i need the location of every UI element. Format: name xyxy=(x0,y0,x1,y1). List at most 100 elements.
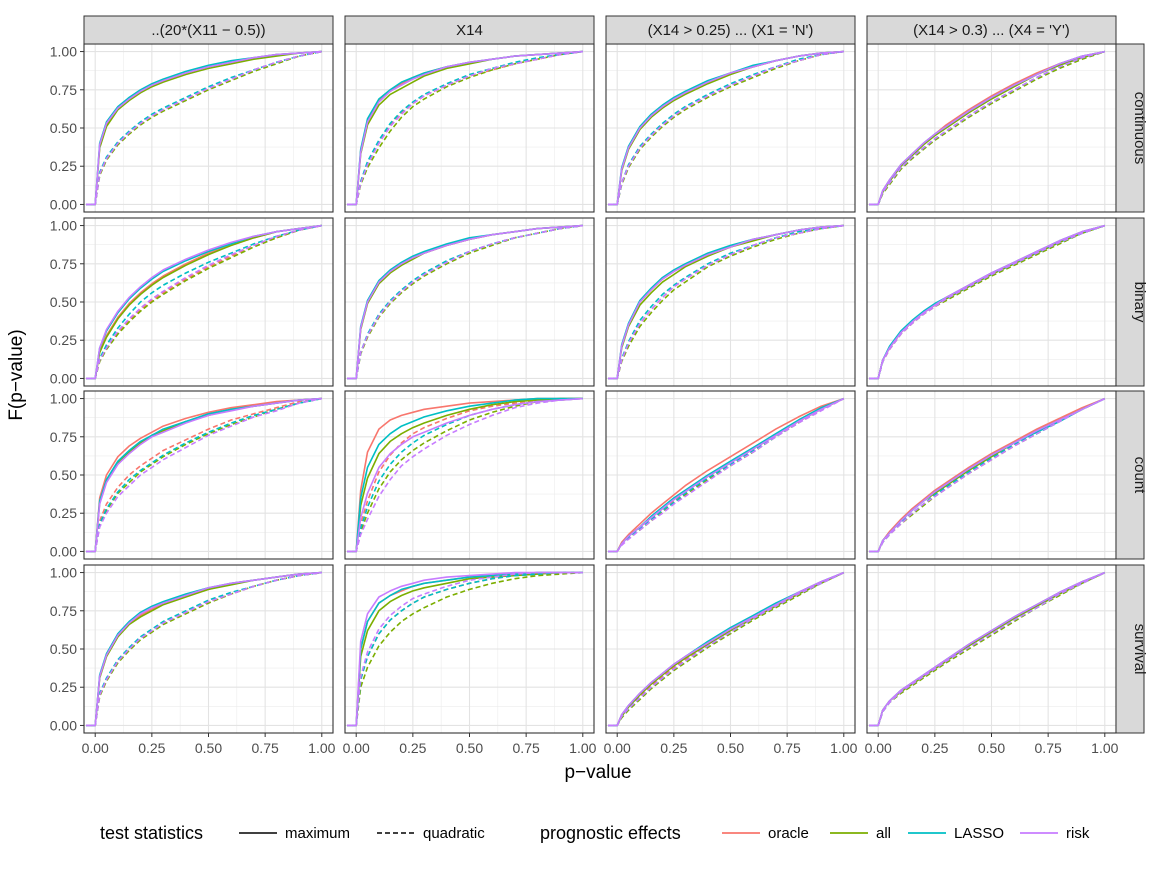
legend: test statistics maximum quadratic prognosti… xyxy=(100,823,1090,843)
series-line-risk-maximum xyxy=(347,50,583,206)
x-tick-label: 0.75 xyxy=(774,740,801,756)
panel-series xyxy=(608,571,845,727)
facet-strip-label-col-0: ..(20*(X11 − 0.5)) xyxy=(151,22,265,39)
series-line-risk-maximum xyxy=(608,224,844,380)
series-line-lasso-quadratic xyxy=(86,224,322,380)
legend-title-test-statistics: test statistics xyxy=(100,823,203,843)
x-tick-label: 0.00 xyxy=(865,740,892,756)
series-line-lasso-quadratic xyxy=(86,397,322,553)
series-line-risk-quadratic xyxy=(869,397,1106,553)
series-line-risk-quadratic xyxy=(86,50,322,206)
y-tick-label: 0.25 xyxy=(50,679,77,695)
series-line-risk-quadratic xyxy=(608,397,845,553)
series-line-oracle-maximum xyxy=(86,397,322,553)
y-tick-label: 0.00 xyxy=(50,196,77,212)
panel-count-3 xyxy=(866,390,1117,560)
series-line-risk-maximum xyxy=(86,50,322,206)
panel-continuous-1 xyxy=(344,43,595,213)
series-line-risk-quadratic xyxy=(608,224,844,380)
y-tick-label: 0.25 xyxy=(50,505,77,521)
panel-series xyxy=(347,50,583,206)
panel-survival-1 xyxy=(344,564,595,734)
panel-series xyxy=(86,224,322,380)
panel-count-1 xyxy=(344,390,595,560)
panel-series xyxy=(86,50,322,206)
series-line-risk-quadratic xyxy=(347,224,583,380)
series-line-risk-maximum xyxy=(869,397,1106,553)
y-tick-label: 1.00 xyxy=(50,565,77,581)
legend-label-oracle: oracle xyxy=(768,825,809,842)
y-tick-label: 1.00 xyxy=(50,391,77,407)
y-tick-label: 0.00 xyxy=(50,370,77,386)
panel-binary-0 xyxy=(83,217,334,387)
panel-survival-2 xyxy=(605,564,856,734)
y-tick-label: 0.75 xyxy=(50,429,77,445)
series-line-oracle-quadratic xyxy=(86,397,322,553)
panel-binary-1 xyxy=(344,217,595,387)
series-line-risk-maximum xyxy=(608,571,845,727)
x-tick-label: 0.75 xyxy=(513,740,540,756)
legend-label-maximum: maximum xyxy=(285,825,350,842)
y-tick-label: 0.00 xyxy=(50,717,77,733)
series-line-risk-maximum xyxy=(869,50,1105,206)
x-tick-label: 1.00 xyxy=(830,740,857,756)
series-line-lasso-quadratic xyxy=(347,397,583,553)
x-tick-label: 0.25 xyxy=(660,740,687,756)
panel-series xyxy=(608,397,845,553)
facet-strip-label-row-binary: binary xyxy=(1131,282,1148,323)
facet-strip-col-2 xyxy=(605,15,856,45)
panel-binary-2 xyxy=(605,217,856,387)
legend-label-quadratic: quadratic xyxy=(423,825,485,842)
series-line-risk-quadratic xyxy=(869,571,1106,727)
x-tick-label: 1.00 xyxy=(308,740,335,756)
panel-continuous-3 xyxy=(866,43,1117,213)
series-line-all-quadratic xyxy=(86,50,322,206)
panels-layer xyxy=(83,43,1117,734)
panel-series xyxy=(86,397,322,553)
series-line-all-maximum xyxy=(347,397,583,553)
x-tick-label: 1.00 xyxy=(569,740,596,756)
legend-label-risk: risk xyxy=(1066,825,1090,842)
series-line-risk-maximum xyxy=(347,224,583,380)
facet-strip-row-count xyxy=(1115,390,1145,560)
facet-strip-label-row-survival: survival xyxy=(1131,624,1148,675)
panel-border xyxy=(605,390,856,560)
panel-series xyxy=(347,397,583,553)
panel-series xyxy=(608,50,844,206)
panel-continuous-2 xyxy=(605,43,856,213)
strips-layer: ..(20*(X11 − 0.5)) X14 (X14 > 0.25) ... (X… xyxy=(83,15,1148,734)
series-line-risk-maximum xyxy=(86,571,322,727)
series-line-risk-maximum xyxy=(86,224,322,380)
panel-survival-3 xyxy=(866,564,1117,734)
series-line-risk-quadratic xyxy=(608,50,844,206)
series-line-risk-maximum xyxy=(608,50,844,206)
y-tick-label: 0.50 xyxy=(50,294,77,310)
panel-series xyxy=(869,571,1106,727)
series-line-risk-quadratic xyxy=(608,571,845,727)
series-line-risk-maximum xyxy=(347,571,583,727)
series-line-risk-maximum xyxy=(347,397,583,553)
series-line-all-maximum xyxy=(86,50,322,206)
series-line-all-quadratic xyxy=(869,50,1106,206)
x-tick-label: 0.00 xyxy=(82,740,109,756)
panel-binary-3 xyxy=(866,217,1117,387)
facet-strip-label-row-continuous: continuous xyxy=(1131,92,1148,165)
series-line-lasso-maximum xyxy=(347,397,583,553)
series-line-lasso-quadratic xyxy=(347,571,583,727)
panel-border xyxy=(344,217,595,387)
y-axis-title: F(p−value) xyxy=(6,329,27,420)
series-line-risk-maximum xyxy=(869,571,1106,727)
panel-continuous-0 xyxy=(83,43,334,213)
series-line-risk-quadratic xyxy=(347,50,583,206)
y-tick-label: 0.50 xyxy=(50,641,77,657)
facet-strip-label-col-3: (X14 > 0.3) ... (X4 = 'Y') xyxy=(913,22,1070,39)
series-line-risk-quadratic xyxy=(347,397,583,553)
y-tick-label: 0.50 xyxy=(50,120,77,136)
series-line-all-quadratic xyxy=(869,571,1106,727)
series-line-risk-quadratic xyxy=(347,571,583,727)
series-line-oracle-quadratic xyxy=(347,397,583,553)
x-tick-label: 0.25 xyxy=(399,740,426,756)
series-line-risk-quadratic xyxy=(869,50,1106,206)
x-tick-label: 0.00 xyxy=(343,740,370,756)
